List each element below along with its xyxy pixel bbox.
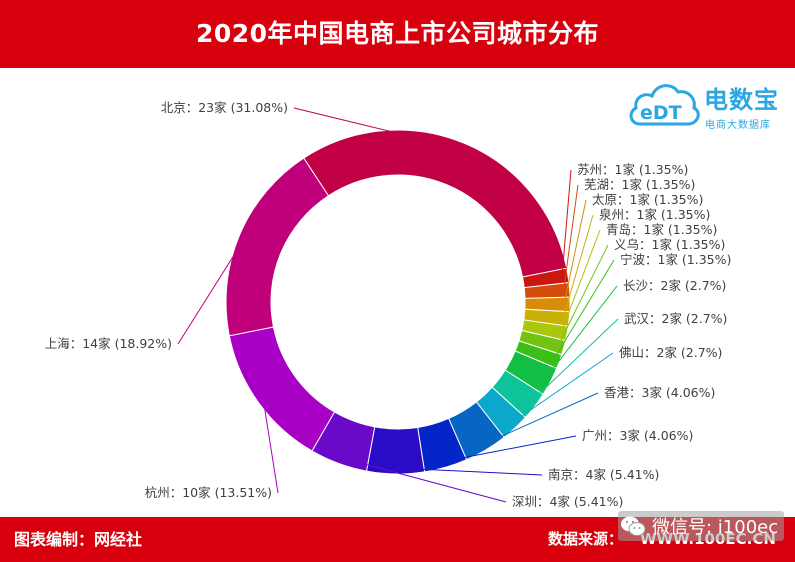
leader-line-长沙 [544, 285, 618, 380]
slice-label-南京: 南京：4家 (5.41%) [548, 467, 659, 482]
slice-label-芜湖: 芜湖：1家 (1.35%) [584, 177, 695, 192]
leader-line-义乌 [557, 244, 609, 347]
leader-line-香港 [482, 392, 599, 446]
wechat-icon [621, 516, 646, 536]
edt-logo: eDT 电数宝 电商大数据库 [626, 72, 788, 136]
leader-line-杭州 [262, 398, 279, 494]
leader-line-上海 [177, 237, 246, 345]
header-bar: 2020年中国电商上市公司城市分布 [0, 0, 795, 68]
leader-line-北京 [293, 107, 463, 150]
slice-label-泉州: 泉州：1家 (1.35%) [599, 207, 710, 222]
slice-label-宁波: 宁波：1家 (1.35%) [620, 252, 731, 267]
slice-label-北京: 北京：23家 (31.08%) [161, 100, 288, 115]
footer-source-label: 数据来源： [548, 530, 624, 548]
leader-line-广州 [444, 435, 577, 462]
wechat-id: 微信号: i100ec [652, 517, 779, 538]
slice-label-杭州: 杭州：10家 (13.51%) [145, 485, 272, 500]
slice-label-香港: 香港：3家 (4.06%) [604, 385, 715, 400]
logo-badge-text: eDT [640, 102, 682, 124]
logo-name: 电数宝 [704, 86, 779, 114]
slice-label-佛山: 佛山：2家 (2.7%) [619, 345, 722, 360]
leader-line-武汉 [529, 318, 619, 403]
slice-label-武汉: 武汉：2家 (2.7%) [624, 311, 727, 326]
slice-label-义乌: 义乌：1家 (1.35%) [614, 237, 725, 252]
slice-label-苏州: 苏州：1家 (1.35%) [577, 162, 688, 177]
cloud-logo-icon: eDT [629, 84, 700, 126]
donut-slices [225, 129, 571, 475]
slice-label-长沙: 长沙：2家 (2.7%) [623, 278, 726, 293]
footer-credit: 图表编制：网经社 [14, 530, 143, 549]
slice-label-深圳: 深圳：4家 (5.41%) [512, 494, 623, 509]
leader-line-佛山 [510, 352, 614, 424]
slice-label-太原: 太原：1家 (1.35%) [592, 192, 703, 207]
chart-title: 2020年中国电商上市公司城市分布 [195, 19, 600, 48]
leader-line-芜湖 [563, 184, 579, 291]
leader-line-深圳 [340, 457, 507, 503]
wechat-watermark: 微信号: i100ec [618, 511, 785, 541]
leader-line-宁波 [553, 259, 615, 360]
leader-line-泉州 [562, 214, 594, 319]
slice-label-广州: 广州：3家 (4.06%) [582, 428, 693, 443]
slice-北京[interactable] [303, 129, 568, 278]
leader-line-南京 [395, 467, 543, 476]
leader-lines [177, 107, 619, 503]
leader-line-太原 [563, 199, 587, 305]
donut-chart: 北京：23家 (31.08%) 苏州：1家 (1.35%)芜湖：1家 (1.35%… [45, 100, 732, 509]
logo-tagline: 电商大数据库 [705, 120, 771, 131]
slice-labels: 北京：23家 (31.08%) 苏州：1家 (1.35%)芜湖：1家 (1.35%… [45, 100, 732, 509]
slice-杭州[interactable] [228, 326, 336, 452]
leader-line-苏州 [561, 169, 572, 277]
slice-label-青岛: 青岛：1家 (1.35%) [606, 222, 717, 237]
leader-line-青岛 [560, 229, 601, 333]
slice-label-上海: 上海：14家 (18.92%) [45, 336, 172, 351]
slice-上海[interactable] [225, 157, 330, 337]
